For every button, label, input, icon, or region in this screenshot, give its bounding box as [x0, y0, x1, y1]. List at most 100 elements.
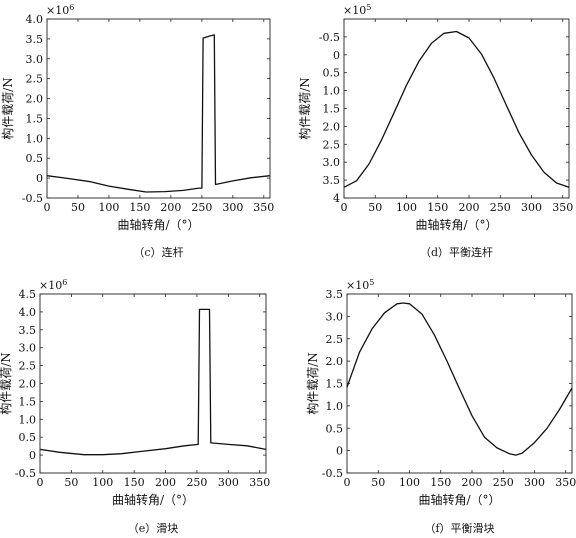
y-tick-label: 3.5: [19, 324, 37, 337]
y-tick-label: 1.5: [326, 378, 344, 391]
x-tick-label: 100: [396, 201, 417, 214]
y-tick-label: 1.5: [323, 103, 341, 116]
x-axis-label: 曲轴转角/（°）: [418, 492, 500, 507]
x-tick-label: 150: [430, 476, 451, 489]
x-tick-label: 300: [521, 201, 542, 214]
y-tick-label: 0: [36, 172, 43, 185]
plot-frame: [343, 18, 570, 199]
chart-d: 0 50 100 150 200 250 300 350 -0.5 0 0.5 1.0 1.5 2.0 2.…: [297, 3, 573, 259]
y-tick-label: 0: [336, 445, 343, 458]
x-tick-label: 250: [490, 201, 511, 214]
series-line: [46, 34, 271, 193]
x-tick-label: 0: [341, 201, 348, 214]
x-tick-label: 250: [186, 476, 207, 489]
y-tick-label: 3.0: [19, 342, 37, 355]
y-tick-label: 2.5: [19, 360, 37, 373]
y-tick-label: -0.5: [319, 31, 340, 44]
x-tick-label: 350: [249, 476, 270, 489]
plot-frame: [46, 18, 271, 199]
y-tick-label: 3.0: [323, 156, 341, 169]
chart-c: 0 50 100 150 200 250 300 350-0.500.51.01.52.02.…: [0, 3, 274, 259]
y-tick-label: 4.0: [26, 13, 44, 26]
y-tick-label: 0.5: [19, 431, 37, 444]
y-tick-label: 2.0: [323, 120, 341, 133]
x-tick-label: 50: [64, 476, 78, 489]
x-tick-label: 50: [371, 476, 385, 489]
x-tick-label: 350: [552, 201, 573, 214]
y-tick-label: 1.0: [323, 85, 341, 98]
y-tick-label: 2.0: [19, 378, 37, 391]
x-tick-label: 350: [555, 476, 576, 489]
y-exponent-power: 6: [62, 278, 67, 287]
y-tick-label: 1.0: [326, 400, 344, 413]
y-tick-label: 0: [333, 49, 340, 62]
x-tick-label: 300: [218, 476, 239, 489]
y-tick-label: -0.5: [322, 467, 343, 480]
x-tick-label: 0: [44, 201, 51, 214]
x-tick-label: 200: [459, 201, 480, 214]
y-exponent-label: ×105: [346, 278, 374, 292]
y-tick-label: 2.0: [326, 355, 344, 368]
y-tick-label: 1.5: [19, 395, 37, 408]
x-tick-label: 0: [344, 476, 351, 489]
y-tick-label: 1.0: [26, 132, 44, 145]
x-axis-label: 曲轴转角/（°）: [112, 492, 194, 507]
chart-f: 0 50 100 150 200 250 300 350-0.500.51.01.52.02.…: [305, 278, 576, 535]
y-tick-label: 3.0: [26, 53, 44, 66]
x-tick-label: 100: [92, 476, 113, 489]
y-tick-label: 3.5: [323, 174, 341, 187]
y-tick-label: 2.5: [323, 138, 341, 151]
y-tick-label: 4.5: [19, 288, 37, 301]
y-axis-label: 构件载荷/N: [297, 77, 312, 140]
chart-caption: （c）连杆: [133, 245, 183, 259]
y-exponent-label: ×106: [39, 278, 67, 292]
x-tick-label: 200: [155, 476, 176, 489]
series-line: [346, 302, 573, 456]
y-axis-label: 构件载荷/N: [0, 77, 15, 140]
y-tick-label: 1.5: [26, 112, 44, 125]
series-line: [39, 308, 267, 456]
x-tick-label: 50: [368, 201, 382, 214]
x-tick-label: 150: [129, 201, 150, 214]
y-tick-label: -0.5: [15, 467, 36, 480]
y-tick-label: 3.5: [326, 288, 344, 301]
y-exponent-power: 5: [369, 278, 374, 287]
x-tick-label: 300: [524, 476, 545, 489]
y-tick-label: 2.5: [326, 333, 344, 346]
y-tick-label: 0.5: [323, 67, 341, 80]
y-tick-label: 3.5: [26, 33, 44, 46]
y-exponent-label: ×105: [343, 3, 371, 17]
chart-caption: （f）平衡滑块: [424, 522, 494, 535]
x-tick-label: 300: [222, 201, 243, 214]
y-axis-label: 构件载荷/N: [0, 352, 13, 415]
y-exponent-power: 6: [69, 3, 74, 12]
y-exponent-label: ×106: [46, 3, 74, 17]
y-axis-label: 构件载荷/N: [305, 352, 320, 415]
x-tick-label: 200: [160, 201, 181, 214]
y-exponent-power: 5: [366, 3, 371, 12]
y-tick-label: -0.5: [22, 192, 43, 205]
x-tick-label: 350: [253, 201, 274, 214]
x-tick-label: 150: [124, 476, 145, 489]
x-tick-label: 200: [462, 476, 483, 489]
y-tick-label: 2.5: [26, 73, 44, 86]
x-tick-label: 100: [98, 201, 119, 214]
y-tick-label: 4.0: [19, 306, 37, 319]
x-tick-label: 50: [71, 201, 85, 214]
plot-frame: [39, 293, 267, 474]
y-tick-label: 4: [333, 192, 340, 205]
x-tick-label: 100: [399, 476, 420, 489]
y-tick-label: 0: [29, 449, 36, 462]
chart-caption: （e）滑块: [128, 522, 179, 535]
x-tick-label: 250: [493, 476, 514, 489]
chart-caption: （d）平衡连杆: [420, 245, 493, 259]
y-tick-label: 0.5: [26, 152, 44, 165]
x-tick-label: 0: [37, 476, 44, 489]
plot-frame: [346, 293, 573, 474]
chart-e: 0 50 100 150 200 250 300 350-0.500.51.01.52.02.…: [0, 278, 270, 535]
y-tick-label: 3.0: [326, 310, 344, 323]
series-line: [343, 30, 570, 188]
y-tick-label: 1.0: [19, 413, 37, 426]
x-tick-label: 250: [191, 201, 212, 214]
